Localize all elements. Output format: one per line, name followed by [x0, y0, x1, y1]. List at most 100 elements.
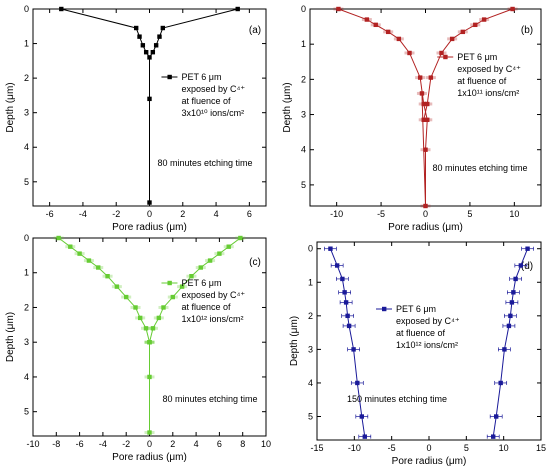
chart-3-point: [179, 284, 185, 289]
chart-1-xtick-label: 6: [247, 209, 252, 219]
chart-2-point: [423, 147, 428, 152]
chart-2-point: [419, 91, 425, 96]
chart-4-legend-text: exposed by C⁴⁺: [396, 316, 460, 326]
chart-3-xtick-label: 8: [240, 439, 245, 449]
chart-3-point: [198, 265, 203, 270]
chart-1-ytick-label: 3: [24, 108, 29, 118]
chart-3-point: [86, 258, 92, 263]
chart-4-point: [342, 290, 347, 295]
chart-1-point: [150, 50, 156, 55]
chart-4-legend-text: PET 6 μm: [396, 304, 436, 314]
chart-3-point: [147, 430, 152, 435]
chart-4-point: [506, 323, 512, 329]
chart-3-annotation: 80 minutes etching time: [162, 394, 257, 404]
chart-2-panel-label: (b): [521, 25, 533, 36]
chart-1-panel-label: (a): [249, 25, 261, 36]
chart-4-point: [340, 276, 345, 282]
chart-4-point: [498, 380, 503, 386]
chart-1-xtick-label: 2: [180, 209, 185, 219]
chart-1-ylabel: Depth (μm): [5, 82, 16, 132]
chart-2-point: [425, 101, 430, 107]
chart-1-point: [153, 43, 159, 48]
chart-3-xtick-label: 2: [170, 439, 175, 449]
chart-2-series-line: [338, 8, 428, 207]
chart-1-ytick-label: 4: [24, 142, 29, 152]
chart-3-xtick-label: 10: [261, 439, 271, 449]
chart-1-point: [147, 96, 152, 102]
chart-4-xtick-label: -10: [348, 443, 361, 453]
chart-1-legend-text: exposed by C⁴⁺: [181, 84, 245, 94]
chart-2-point: [425, 117, 430, 123]
chart-4-point: [509, 300, 515, 305]
chart-1-ytick-label: 2: [24, 73, 29, 83]
chart-1-annotation: 80 minutes etching time: [157, 158, 252, 168]
chart-2-ytick-label: 5: [301, 180, 306, 190]
chart-4-point: [518, 263, 524, 268]
chart-2-point: [373, 22, 378, 28]
chart-4-point: [346, 323, 352, 329]
chart-4-point: [359, 414, 364, 419]
chart-3-xtick-label: 0: [147, 439, 152, 449]
chart-4-ytick-label: 4: [308, 378, 313, 388]
chart-4-ytick-label: 1: [308, 277, 313, 287]
chart-1-legend-text: at fluence of: [181, 96, 231, 106]
chart-3-xtick-label: 4: [194, 439, 199, 449]
chart-4-ytick-label: 2: [308, 311, 313, 321]
chart-1-ytick-label: 0: [24, 4, 29, 14]
chart-2-ytick-label: 2: [301, 74, 306, 84]
chart-1-xtick-label: -2: [112, 209, 120, 219]
chart-2-point: [473, 22, 478, 28]
chart-3-ylabel: Depth (μm): [5, 312, 16, 362]
chart-1-point: [157, 34, 162, 39]
chart-2-legend-text: PET 6 μm: [457, 52, 497, 62]
chart-3-point: [96, 265, 101, 270]
chart-4-ylabel: Depth (μm): [289, 316, 300, 366]
chart-1-point: [133, 25, 139, 31]
chart-4-point: [525, 246, 530, 251]
chart-1-legend-marker: [167, 74, 172, 80]
chart-1-xtick-label: -4: [79, 209, 87, 219]
chart-2-point: [460, 29, 466, 35]
chart-2-point: [421, 117, 426, 123]
chart-3-point: [150, 326, 156, 331]
chart-3-point: [189, 274, 194, 279]
chart-3-point: [147, 374, 152, 380]
chart-4-ytick-label: 0: [308, 244, 313, 254]
chart-2-point: [439, 50, 444, 56]
chart-2-point: [510, 6, 515, 12]
chart-3-point: [114, 284, 120, 289]
chart-1-point: [147, 55, 152, 60]
chart-2-xtick-label: 10: [509, 209, 519, 219]
chart-4-point: [508, 313, 513, 319]
chart-3-xlabel: Pore radius (μm): [112, 452, 187, 463]
chart-1-series-line: [61, 8, 150, 203]
chart-3-ytick-label: 1: [24, 268, 29, 278]
chart-3-point: [68, 244, 73, 249]
chart-4-point: [491, 434, 496, 439]
chart-4-point: [351, 347, 356, 352]
chart-4-point: [362, 434, 367, 439]
chart-3-xtick-label: -2: [122, 439, 130, 449]
chart-1-legend-text: PET 6 μm: [181, 72, 221, 82]
chart-2-point: [407, 50, 412, 56]
chart-3-point: [217, 251, 222, 256]
chart-2-point: [421, 101, 426, 107]
chart-4-series-line: [329, 248, 366, 437]
chart-4-point: [328, 246, 333, 251]
chart-1-point: [143, 50, 149, 55]
chart-2-point: [364, 17, 370, 22]
chart-3-xtick-label: -4: [99, 439, 107, 449]
chart-1-xtick-label: 0: [147, 209, 152, 219]
chart-1-point: [140, 43, 146, 48]
chart-3-ytick-label: 3: [24, 337, 29, 347]
chart-4-xlabel: Pore radius (μm): [392, 456, 467, 467]
chart-2-point: [396, 36, 402, 42]
chart-2-xtick-label: -10: [330, 209, 343, 219]
chart-3-xtick-label: -8: [52, 439, 60, 449]
chart-2-xtick-label: 5: [467, 209, 472, 219]
chart-3-legend-text: PET 6 μm: [181, 278, 221, 288]
chart-4-xtick-label: -15: [310, 443, 323, 453]
chart-2-annotation: 80 minutes etching time: [432, 163, 527, 173]
chart-4-point: [345, 313, 350, 319]
chart-3-legend-text: 1x10¹² ions/cm²: [181, 314, 243, 324]
